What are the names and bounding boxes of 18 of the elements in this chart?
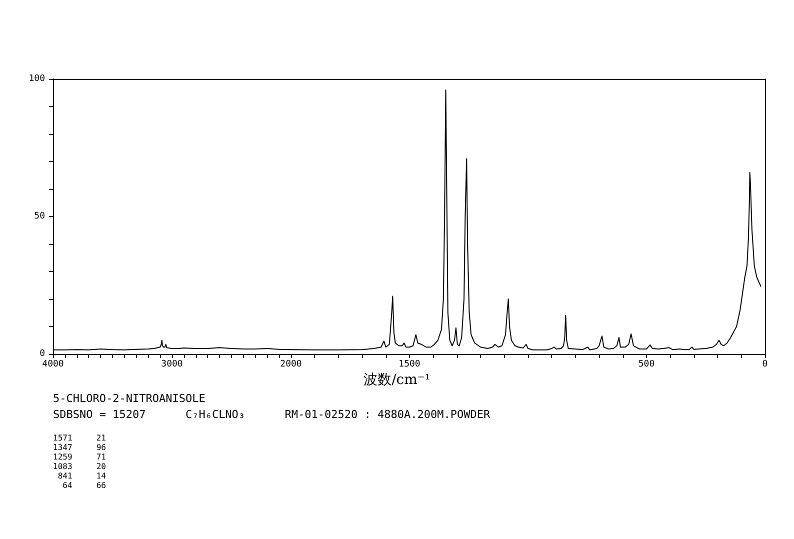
- y-tick-label: 0: [40, 349, 45, 359]
- text: 64 66: [53, 481, 106, 490]
- text: 5-CHLORO-2-NITROANISOLE: [53, 392, 206, 405]
- x-axis-title: 波数/cm⁻¹: [364, 372, 430, 388]
- x-tick-label: 2000: [280, 360, 302, 370]
- x-tick-label: 500: [638, 360, 655, 370]
- text: 1347 96: [53, 443, 106, 452]
- x-tick-label: 4000: [42, 360, 64, 370]
- x-tick-label: 1500: [398, 360, 420, 370]
- y-tick-label: 100: [28, 74, 45, 84]
- text: 1571 21: [53, 434, 106, 442]
- text: 841 14: [53, 472, 106, 480]
- text: 1259 71: [53, 452, 106, 462]
- y-tick-label: 50: [34, 212, 45, 222]
- x-tick-label: 0: [762, 360, 768, 370]
- text: 1083 20: [53, 462, 106, 471]
- x-tick-label: 3000: [161, 360, 183, 370]
- text: SDBSNO = 15207 C₇H₆CLNO₃ RM-01-02520 : 4880A.200M.POWDER: [53, 408, 490, 421]
